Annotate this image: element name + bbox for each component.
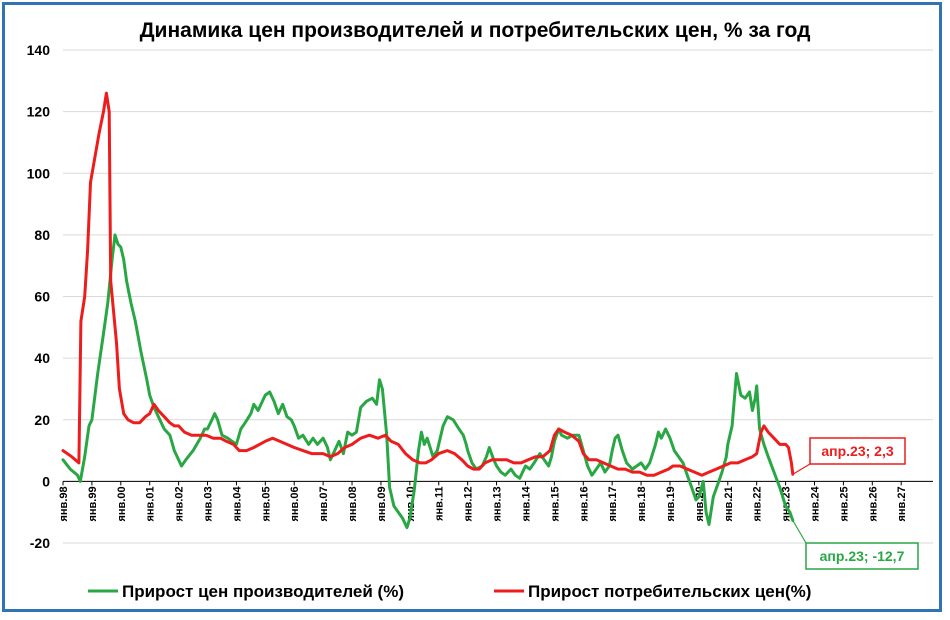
gridlines bbox=[63, 49, 933, 544]
x-tick-label: янв.09 bbox=[376, 486, 388, 521]
x-tick-label: янв.21 bbox=[723, 486, 735, 521]
callouts: апр.23; 2,3 апр.23; -12,7 bbox=[792, 437, 919, 570]
x-tick-label: янв.15 bbox=[549, 486, 561, 521]
y-tick-label: 40 bbox=[34, 350, 50, 366]
chart-title: Динамика цен производителей и потребител… bbox=[140, 19, 811, 42]
x-tick-label: янв.17 bbox=[607, 486, 619, 521]
x-tick-label: янв.05 bbox=[260, 486, 272, 521]
x-tick-label: янв.98 bbox=[58, 486, 70, 521]
y-tick-label: -20 bbox=[30, 535, 50, 551]
x-axis: янв.98 янв.99 янв.00 янв.01 янв.02 янв.03 янв.… bbox=[58, 480, 933, 522]
x-tick-label: янв.18 bbox=[636, 486, 648, 521]
y-axis: 140 120 100 80 60 40 20 0 -20 bbox=[27, 42, 51, 551]
x-tick-label: янв.26 bbox=[867, 486, 879, 521]
legend-label-producer: Прирост цен производителей (%) bbox=[122, 582, 404, 601]
x-tick-label: янв.12 bbox=[463, 486, 475, 521]
y-tick-label: 100 bbox=[27, 165, 51, 181]
x-tick-label: янв.11 bbox=[434, 486, 446, 521]
y-tick-label: 0 bbox=[42, 473, 50, 489]
callout-box bbox=[805, 542, 919, 570]
x-tick-label: янв.02 bbox=[174, 486, 186, 521]
x-tick-label: янв.13 bbox=[492, 486, 504, 521]
legend-label-consumer: Прирост потребительских цен(%) bbox=[528, 582, 811, 601]
x-tick-label: янв.16 bbox=[578, 486, 590, 521]
x-tick-label: янв.08 bbox=[347, 486, 359, 521]
series-lines bbox=[61, 91, 795, 530]
series-line-producer bbox=[61, 233, 795, 530]
x-tick-label: янв.19 bbox=[665, 486, 677, 521]
callout-label: апр.23; -12,7 bbox=[820, 548, 905, 564]
x-tick-label: янв.25 bbox=[838, 486, 850, 521]
x-tick-label: янв.14 bbox=[520, 486, 532, 522]
y-tick-label: 60 bbox=[34, 289, 50, 305]
callout-leader bbox=[792, 463, 811, 475]
x-tick-label: янв.22 bbox=[752, 486, 764, 521]
y-tick-label: 140 bbox=[27, 42, 51, 58]
x-tick-label: янв.06 bbox=[289, 486, 301, 521]
callout-label: апр.23; 2,3 bbox=[821, 443, 893, 459]
y-tick-label: 80 bbox=[34, 227, 50, 243]
y-tick-label: 120 bbox=[27, 104, 51, 120]
x-tick-label: янв.03 bbox=[203, 486, 215, 521]
x-tick-label: янв.07 bbox=[318, 486, 330, 521]
x-tick-label: янв.01 bbox=[145, 486, 157, 521]
x-tick-label: янв.20 bbox=[694, 486, 706, 521]
series-line-consumer bbox=[61, 91, 795, 477]
x-tick-label: янв.24 bbox=[809, 486, 821, 522]
callout-leader bbox=[792, 520, 807, 544]
callout-box bbox=[809, 437, 906, 465]
x-tick-label: янв.00 bbox=[116, 486, 128, 521]
x-tick-label: янв.99 bbox=[87, 486, 99, 521]
legend: Прирост цен производителей (%) Прирост п… bbox=[88, 582, 811, 601]
chart-frame bbox=[2, 2, 942, 612]
x-tick-label: янв.04 bbox=[231, 486, 243, 522]
x-tick-label: янв.27 bbox=[896, 486, 908, 521]
y-tick-label: 20 bbox=[34, 412, 50, 428]
